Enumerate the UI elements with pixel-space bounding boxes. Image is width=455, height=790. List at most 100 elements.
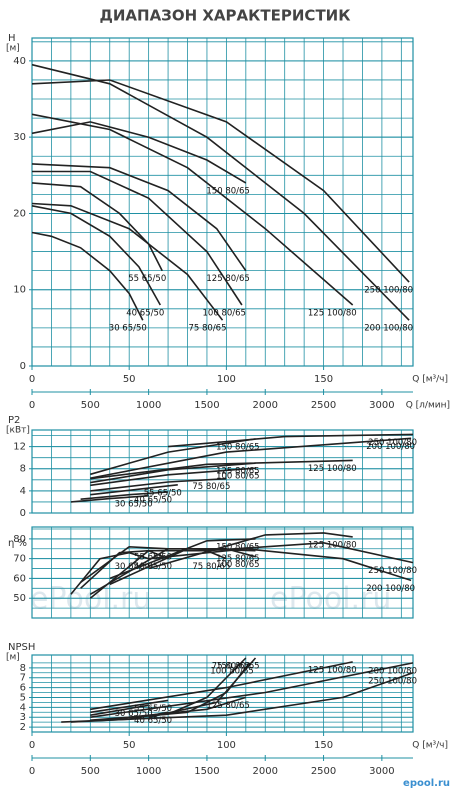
y-tick-label: 40	[13, 56, 26, 67]
y-tick-label: 5	[20, 692, 26, 703]
y-axis-unit: [м]	[6, 653, 20, 663]
x2-tick-label: 1500	[194, 766, 219, 777]
curve	[31, 205, 161, 306]
curve	[148, 532, 353, 570]
curve	[206, 541, 414, 564]
curve	[90, 699, 169, 714]
y-axis-label: H	[8, 33, 16, 44]
curve	[90, 438, 256, 476]
y-axis-unit: [кВт]	[6, 426, 30, 436]
curve-label: 75 80/65	[188, 324, 226, 334]
y-axis-unit: [м]	[6, 44, 20, 54]
curve-label: 125 80/65	[206, 274, 249, 284]
y-tick-label: 70	[13, 554, 26, 565]
y-axis-label: NPSH	[8, 642, 35, 653]
curve-label: 30 65/50	[109, 324, 147, 334]
curve	[31, 202, 224, 321]
x-tick-label: 100	[217, 374, 236, 385]
x-tick-label: 0	[29, 374, 35, 385]
x2-tick-label: 3000	[369, 766, 394, 777]
curve	[31, 113, 354, 306]
x2-tick-label: 500	[81, 766, 100, 777]
curve	[70, 551, 149, 595]
x2-tick-label: 1000	[136, 766, 161, 777]
curve-label: 125 100/80	[308, 308, 357, 318]
x2-tick-label: 3000	[369, 400, 394, 411]
y-tick-label: 20	[13, 208, 26, 219]
y-tick-label: 0	[20, 508, 26, 519]
x2-tick-label: 500	[81, 400, 100, 411]
y-tick-label: 8	[20, 663, 26, 674]
x2-tick-label: 2000	[253, 766, 278, 777]
curve	[168, 433, 414, 448]
curve	[31, 163, 247, 272]
x-tick-label: 100	[217, 740, 236, 751]
curve-label: 30 65/50	[115, 562, 153, 572]
y-tick-label: 7	[20, 673, 26, 684]
curve-label: 150 80/65	[216, 661, 259, 671]
curve-label: 125 80/65	[216, 467, 259, 477]
curve	[32, 170, 243, 306]
curve-label: 200 100/80	[366, 584, 415, 594]
x2-tick-label: 2500	[311, 400, 336, 411]
x-tick-label: 150	[314, 374, 333, 385]
curve	[129, 696, 247, 718]
curve-label: 75 80/65	[192, 562, 230, 572]
y-tick-label: 50	[13, 593, 26, 604]
curve-label: 40 65/50	[126, 308, 164, 318]
curve-label: 75 80/65	[192, 482, 230, 492]
curve-label: 100 80/65	[216, 472, 259, 482]
curve-label: 200 100/80	[364, 324, 413, 334]
x2-tick-label: 2000	[253, 400, 278, 411]
curve-label: 125 100/80	[308, 665, 357, 675]
curve	[61, 672, 414, 723]
watermark: ePool.ru	[270, 582, 391, 617]
x-tick-label: 150	[314, 740, 333, 751]
curve-label: 75 80/65	[212, 661, 250, 671]
y-tick-label: 10	[13, 285, 26, 296]
x-tick-label: 50	[123, 740, 136, 751]
logo: epool.ru	[403, 778, 450, 789]
plot-frame	[31, 654, 414, 733]
curve	[31, 121, 247, 184]
curve-label: 40 65/50	[134, 716, 172, 726]
x-tick-label: 0	[29, 740, 35, 751]
curve-label: 30 65/50	[115, 499, 153, 509]
curve	[31, 63, 410, 321]
curve	[90, 437, 412, 479]
curve-label: 100 80/65	[216, 560, 259, 570]
curve-label: 150 80/65	[216, 442, 259, 452]
curve	[148, 657, 257, 718]
curve	[90, 459, 353, 480]
curve	[90, 662, 414, 718]
y-tick-label: 3	[20, 712, 26, 723]
chart-title: ДИАПАЗОН ХАРАКТЕРИСТИК	[100, 7, 352, 25]
y-tick-label: 4	[20, 486, 26, 497]
y-tick-label: 12	[13, 442, 26, 453]
curve-label: 55 65/50	[144, 488, 182, 498]
y-tick-label: 8	[20, 464, 26, 475]
curve	[90, 661, 353, 711]
curve-label: 250 100/80	[368, 438, 417, 448]
x2-tick-label: 0	[29, 400, 35, 411]
y-tick-label: 2	[20, 722, 26, 733]
curve	[90, 704, 149, 716]
curve-label: 200 100/80	[366, 442, 415, 452]
x2-tick-label: 1000	[136, 400, 161, 411]
curve-label: 150 80/65	[206, 186, 249, 196]
curve	[80, 545, 169, 584]
curve	[31, 182, 163, 272]
curve	[90, 477, 227, 492]
curve	[90, 484, 178, 496]
x-axis-label: Q [м³/ч]	[412, 741, 448, 751]
y-tick-label: 6	[20, 683, 26, 694]
x-axis-label: Q [м³/ч]	[412, 375, 448, 385]
curve	[80, 491, 169, 500]
curve-label: 200 100/80	[368, 666, 417, 676]
curve-label: 250 100/80	[368, 676, 417, 686]
x2-axis-label: Q [л/мин]	[406, 401, 450, 411]
y-tick-label: 0	[20, 361, 26, 372]
curve	[70, 495, 149, 503]
y-axis-label: P2	[8, 415, 20, 426]
